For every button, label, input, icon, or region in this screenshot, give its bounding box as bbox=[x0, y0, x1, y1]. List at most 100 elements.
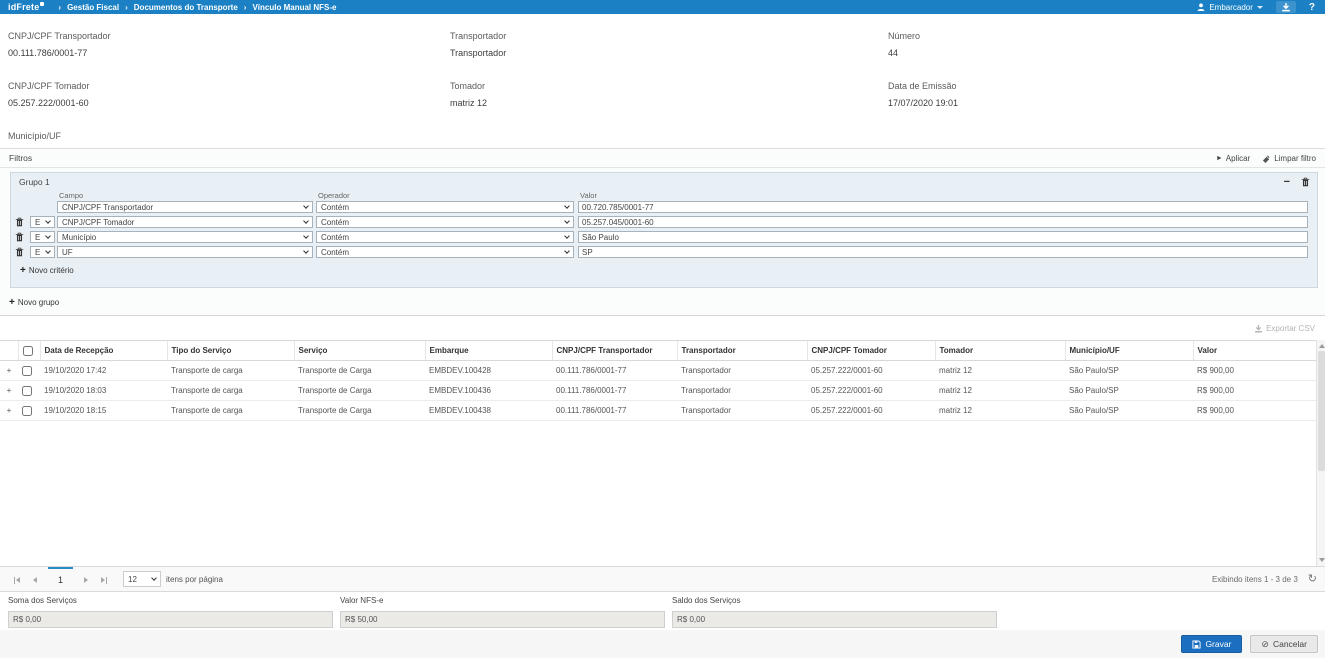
row-select-cell bbox=[18, 380, 40, 401]
vertical-scrollbar[interactable] bbox=[1316, 340, 1325, 566]
logic-operator-select[interactable]: E bbox=[30, 246, 55, 258]
cancel-button[interactable]: ⊘ Cancelar bbox=[1250, 635, 1318, 653]
breadcrumb-vinculo-manual[interactable]: Vínculo Manual NFS-e bbox=[252, 2, 337, 12]
refresh-button[interactable]: ↻ bbox=[1307, 572, 1317, 585]
campo-select[interactable]: CNPJ/CPF Transportador bbox=[57, 201, 313, 213]
scroll-up-button[interactable] bbox=[1318, 342, 1325, 350]
cancel-icon: ⊘ bbox=[1261, 638, 1269, 649]
user-menu[interactable]: Embarcador bbox=[1197, 3, 1263, 12]
valor-nfse-input[interactable] bbox=[340, 611, 665, 628]
chevron-down-icon bbox=[564, 203, 570, 209]
save-button[interactable]: Gravar bbox=[1181, 635, 1243, 653]
cell-tipo-servico: Transporte de carga bbox=[167, 380, 294, 401]
delete-criteria-button[interactable] bbox=[15, 217, 27, 227]
caret-down-icon bbox=[1256, 5, 1263, 9]
column-header[interactable]: Transportador bbox=[676, 340, 807, 361]
scrollbar-thumb[interactable] bbox=[1318, 351, 1325, 471]
new-criteria-button[interactable]: + Novo critério bbox=[20, 264, 1317, 276]
breadcrumb-gestao-fiscal[interactable]: Gestão Fiscal bbox=[67, 2, 120, 12]
row-checkbox[interactable] bbox=[22, 365, 32, 376]
cell-tipo-servico: Transporte de carga bbox=[167, 400, 294, 421]
clear-filter-button[interactable]: Limpar filtro bbox=[1262, 154, 1316, 163]
valor-input[interactable] bbox=[578, 246, 1308, 258]
breadcrumb-documentos-transporte[interactable]: Documentos do Transporte bbox=[133, 2, 238, 12]
campo-select[interactable]: UF bbox=[57, 246, 313, 258]
row-checkbox[interactable] bbox=[22, 385, 32, 396]
expand-row-button[interactable]: + bbox=[0, 380, 18, 401]
expand-row-button[interactable]: + bbox=[0, 400, 18, 421]
pager-status: Exibindo itens 1 - 3 de 3 bbox=[1211, 574, 1298, 584]
last-page-button[interactable] bbox=[95, 567, 113, 591]
chevron-down-icon bbox=[564, 233, 570, 239]
cell-tomador: matriz 12 bbox=[935, 380, 1065, 401]
new-group-button[interactable]: + Novo grupo bbox=[9, 297, 1325, 307]
soma-servicos-label: Soma dos Serviços bbox=[8, 596, 77, 605]
current-page-button[interactable]: 1 bbox=[48, 567, 74, 591]
delete-criteria-button[interactable] bbox=[15, 232, 27, 242]
column-header[interactable]: CNPJ/CPF Transportador bbox=[551, 340, 677, 361]
operador-select[interactable]: Contém bbox=[316, 246, 574, 258]
save-button-label: Gravar bbox=[1205, 639, 1232, 649]
export-csv-button[interactable]: Exportar CSV bbox=[1254, 324, 1315, 333]
logic-operator-select[interactable]: E bbox=[30, 231, 55, 243]
field-label: Tomador bbox=[450, 81, 486, 91]
logic-operator-select[interactable]: E bbox=[30, 216, 55, 228]
campo-select[interactable]: Município bbox=[57, 231, 313, 243]
info-field: Número 44 bbox=[888, 31, 958, 58]
column-header[interactable]: CNPJ/CPF Tomador bbox=[806, 340, 935, 361]
row-checkbox[interactable] bbox=[22, 405, 32, 416]
help-button[interactable]: ? bbox=[1308, 1, 1315, 13]
chevron-down-icon bbox=[45, 233, 51, 239]
collapse-group-button[interactable]: − bbox=[1283, 176, 1290, 188]
column-header[interactable]: Embarque bbox=[424, 340, 552, 361]
first-page-button[interactable] bbox=[8, 567, 26, 591]
scroll-down-button[interactable] bbox=[1318, 556, 1325, 564]
column-header[interactable]: Valor bbox=[1192, 340, 1316, 361]
column-header[interactable]: Município/UF bbox=[1064, 340, 1193, 361]
campo-select[interactable]: CNPJ/CPF Tomador bbox=[57, 216, 313, 228]
table-row[interactable]: + 19/10/2020 18:03 Transporte de carga T… bbox=[0, 380, 1316, 401]
export-icon bbox=[1255, 324, 1263, 332]
column-header[interactable]: Tomador bbox=[934, 340, 1065, 361]
expand-row-button[interactable]: + bbox=[0, 360, 18, 381]
triangle-up-icon bbox=[1318, 344, 1325, 348]
operador-select[interactable]: Contém bbox=[316, 231, 574, 243]
page-size-control: 12 itens por página bbox=[123, 567, 223, 591]
cell-valor: R$ 900,00 bbox=[1193, 360, 1316, 381]
soma-servicos-input[interactable] bbox=[8, 611, 333, 628]
select-all-checkbox[interactable] bbox=[22, 345, 33, 356]
table-row[interactable]: + 19/10/2020 18:15 Transporte de carga T… bbox=[0, 400, 1316, 421]
page-size-select[interactable]: 12 bbox=[123, 571, 162, 587]
download-button[interactable] bbox=[1275, 1, 1296, 13]
valor-input[interactable] bbox=[578, 216, 1308, 228]
valor-input[interactable] bbox=[578, 201, 1308, 213]
field-value: 44 bbox=[888, 48, 899, 58]
next-page-button[interactable] bbox=[77, 567, 95, 591]
field-label: CNPJ/CPF Transportador bbox=[8, 31, 111, 41]
totals-section: Soma dos Serviços Valor NFS-e Saldo dos … bbox=[0, 592, 1325, 630]
trash-icon bbox=[15, 232, 24, 242]
delete-criteria-button[interactable] bbox=[15, 247, 27, 257]
operador-select-value: Contém bbox=[321, 202, 350, 212]
download-icon bbox=[1282, 3, 1290, 12]
previous-page-button[interactable] bbox=[26, 567, 44, 591]
table-row[interactable]: + 19/10/2020 17:42 Transporte de carga T… bbox=[0, 360, 1316, 381]
operador-select[interactable]: Contém bbox=[316, 216, 574, 228]
column-header[interactable]: Serviço bbox=[293, 340, 425, 361]
chevron-down-icon bbox=[45, 248, 51, 254]
cell-cnpj-transportador: 00.111.786/0001-77 bbox=[552, 380, 677, 401]
operador-select[interactable]: Contém bbox=[316, 201, 574, 213]
app-logo[interactable]: idFrete bbox=[8, 2, 45, 12]
breadcrumb: › Gestão Fiscal › Documentos do Transpor… bbox=[52, 3, 336, 12]
apply-filter-button[interactable]: ► Aplicar bbox=[1216, 154, 1250, 163]
column-header[interactable]: Data de Recepção bbox=[39, 340, 167, 361]
delete-group-button[interactable] bbox=[1301, 177, 1310, 187]
info-field: Tomador matriz 12 bbox=[450, 81, 506, 108]
valor-input[interactable] bbox=[578, 231, 1308, 243]
cell-data-recepcao: 19/10/2020 18:03 bbox=[40, 380, 167, 401]
chevron-down-icon bbox=[151, 575, 157, 581]
saldo-servicos-input[interactable] bbox=[672, 611, 997, 628]
column-header[interactable]: Tipo do Serviço bbox=[166, 340, 294, 361]
plus-icon: + bbox=[20, 264, 26, 276]
logic-operator-value: E bbox=[35, 217, 41, 227]
